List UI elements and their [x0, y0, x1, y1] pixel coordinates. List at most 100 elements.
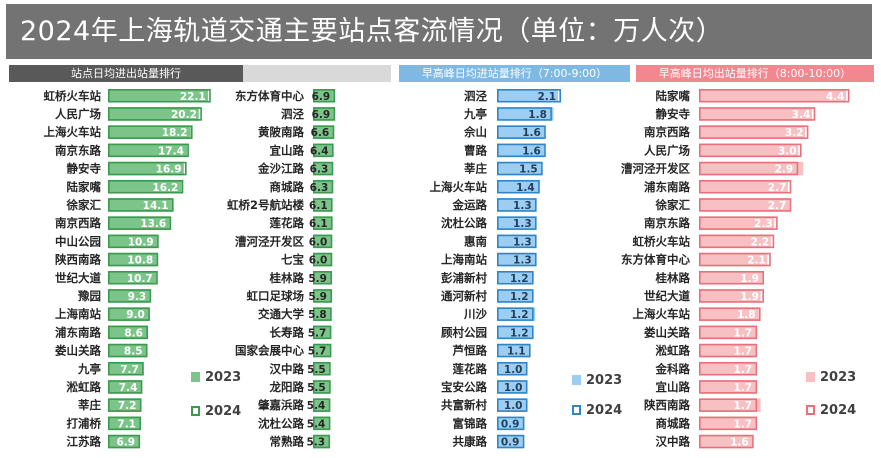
- panel3-value-label: 3.4: [792, 109, 811, 121]
- panel1-category-label: 宜山路: [270, 143, 305, 157]
- panel2-bar-2024: [496, 125, 546, 139]
- legend-pink-2024-swatch: [806, 405, 815, 415]
- panel3-value-label: 1.8: [737, 309, 756, 321]
- panel3-category-label: 陆家嘴: [656, 89, 691, 103]
- panel1-category-label: 陕西南路: [55, 253, 101, 267]
- panel2-bar-2024: [496, 307, 534, 321]
- panel2-bar-2024: [496, 398, 528, 412]
- panel1-bar-2024: [108, 361, 144, 376]
- panel-1-header: 站点日均进出站量排行: [9, 65, 243, 82]
- panel2-bar-2023: [497, 89, 558, 103]
- panel2-bar-2024: [496, 252, 537, 267]
- panel3-bar-2023: [699, 143, 799, 158]
- panel2-category-label: 沈杜公路: [441, 216, 487, 230]
- panel1-category-label: 中山公园: [55, 234, 101, 248]
- panel1-value-label: 8.5: [124, 346, 143, 358]
- panel1-bar-2023: [313, 307, 331, 321]
- panel1-category-label: 南京西路: [55, 216, 101, 230]
- panel1-value-label: 5.4: [307, 400, 326, 412]
- panel1-bar-2023: [108, 380, 142, 394]
- panel1-category-label: 七宝: [281, 253, 304, 267]
- panel2-value-label: 1.2: [510, 309, 529, 321]
- panel1-bar-2023: [108, 307, 149, 321]
- panel3-bar-2023: [699, 380, 756, 394]
- panel2-bar-2023: [497, 252, 536, 267]
- panel1-bar-2024: [312, 89, 336, 103]
- legend-green-2024-swatch: [191, 406, 200, 416]
- panel1-category-label: 徐家汇: [66, 198, 102, 212]
- panel3-bar-2024: [698, 325, 758, 340]
- panel1-bar-2023: [313, 198, 332, 212]
- legend-pink-2023: 2023: [806, 370, 856, 385]
- panel1-category-label: 上海南站: [55, 307, 101, 321]
- panel3-category-label: 娄山关路: [644, 325, 690, 339]
- panel3-category-label: 南京东路: [644, 216, 690, 230]
- panel1-category-label: 虹口足球场: [247, 289, 305, 303]
- panel1-bar-2023: [313, 343, 331, 358]
- panel3-bar-2023: [699, 198, 790, 212]
- legend-blue-2023-label: 2023: [586, 373, 623, 388]
- panel1-bar-2024: [312, 198, 333, 212]
- panel1-bar-2024: [312, 161, 334, 176]
- panel1-category-label: 陆家嘴: [67, 180, 102, 194]
- panel3-value-label: 2.9: [775, 164, 794, 176]
- legend-blue-2023: 2023: [572, 373, 622, 388]
- panel3-bar-2023: [699, 343, 756, 358]
- panel1-bar-2023: [313, 234, 332, 249]
- panel1-bar-2024: [312, 307, 332, 321]
- panel3-category-label: 宜山路: [656, 380, 691, 394]
- panel1-bar-2024: [108, 398, 142, 412]
- panel1-bar-2024: [312, 125, 335, 139]
- panel1-bar-2023: [313, 416, 330, 431]
- panel2-value-label: 1.3: [513, 236, 532, 248]
- panel3-bar-2023: [699, 416, 756, 431]
- panel1-bar-2024: [108, 380, 143, 394]
- panel1-value-label: 5.9: [308, 273, 327, 285]
- panel2-value-label: 0.9: [501, 418, 520, 430]
- panel3-value-label: 2.1: [747, 255, 766, 267]
- panel2-bar-2024: [496, 198, 537, 212]
- panel1-bar-2024: [108, 161, 187, 176]
- legend-green-2023: 2023: [191, 370, 241, 385]
- panel2-value-label: 1.0: [504, 364, 523, 376]
- panel1-bar-2024: [312, 380, 331, 394]
- panel1-value-label: 5.4: [307, 418, 326, 430]
- panel1-bar-2023: [108, 252, 157, 267]
- panel1-bar-2023: [108, 125, 191, 139]
- panel-2-header: 早高峰日均进站量排行（7:00-9:00）: [399, 65, 630, 82]
- panel1-bar-2023: [108, 234, 158, 249]
- panel1-bar-2024: [108, 234, 159, 249]
- legend-blue-2024: 2024: [572, 403, 622, 418]
- panel1-value-label: 6.9: [116, 437, 135, 449]
- panel2-bar-2024: [496, 325, 534, 340]
- panel1-bar-2023: [108, 343, 147, 358]
- panel1-bar-2023: [108, 161, 184, 176]
- panel1-category-label: 汉中路: [270, 362, 305, 376]
- panel2-bar-2024: [496, 143, 546, 158]
- panel1-bar-2023: [313, 161, 333, 176]
- panel2-category-label: 川沙: [463, 307, 487, 321]
- panel1-value-label: 5.7: [308, 327, 327, 339]
- panel1-bar-2024: [108, 89, 211, 103]
- panel1-value-label: 13.6: [140, 218, 166, 230]
- panel3-bar-2023: [699, 362, 756, 376]
- panel3-bar-2023: [699, 180, 788, 194]
- panel3-bar-2023: [699, 325, 756, 340]
- panel3-bar-2024: [698, 398, 758, 412]
- panel3-bar-2023: [699, 234, 771, 249]
- panel1-value-label: 7.7: [120, 364, 139, 376]
- legend-green-2024: 2024: [191, 404, 241, 419]
- panel1-value-label: 10.7: [127, 273, 153, 285]
- panel1-bar-2023: [108, 143, 188, 158]
- panel1-value-label: 6.4: [310, 145, 329, 157]
- panel1-bar-2024: [108, 270, 158, 285]
- panel2-bar-2024: [496, 434, 525, 449]
- panel1-bar-2023: [313, 216, 332, 230]
- panel2-value-label: 2.1: [537, 91, 556, 103]
- panel1-category-label: 豫园: [78, 289, 101, 303]
- panel1-bar-2024: [108, 252, 159, 267]
- panel1-value-label: 6.6: [311, 127, 330, 139]
- panel3-bar-2024: [698, 125, 809, 139]
- panel2-bar-2023: [497, 198, 537, 212]
- panel2-bar-2024: [496, 216, 537, 230]
